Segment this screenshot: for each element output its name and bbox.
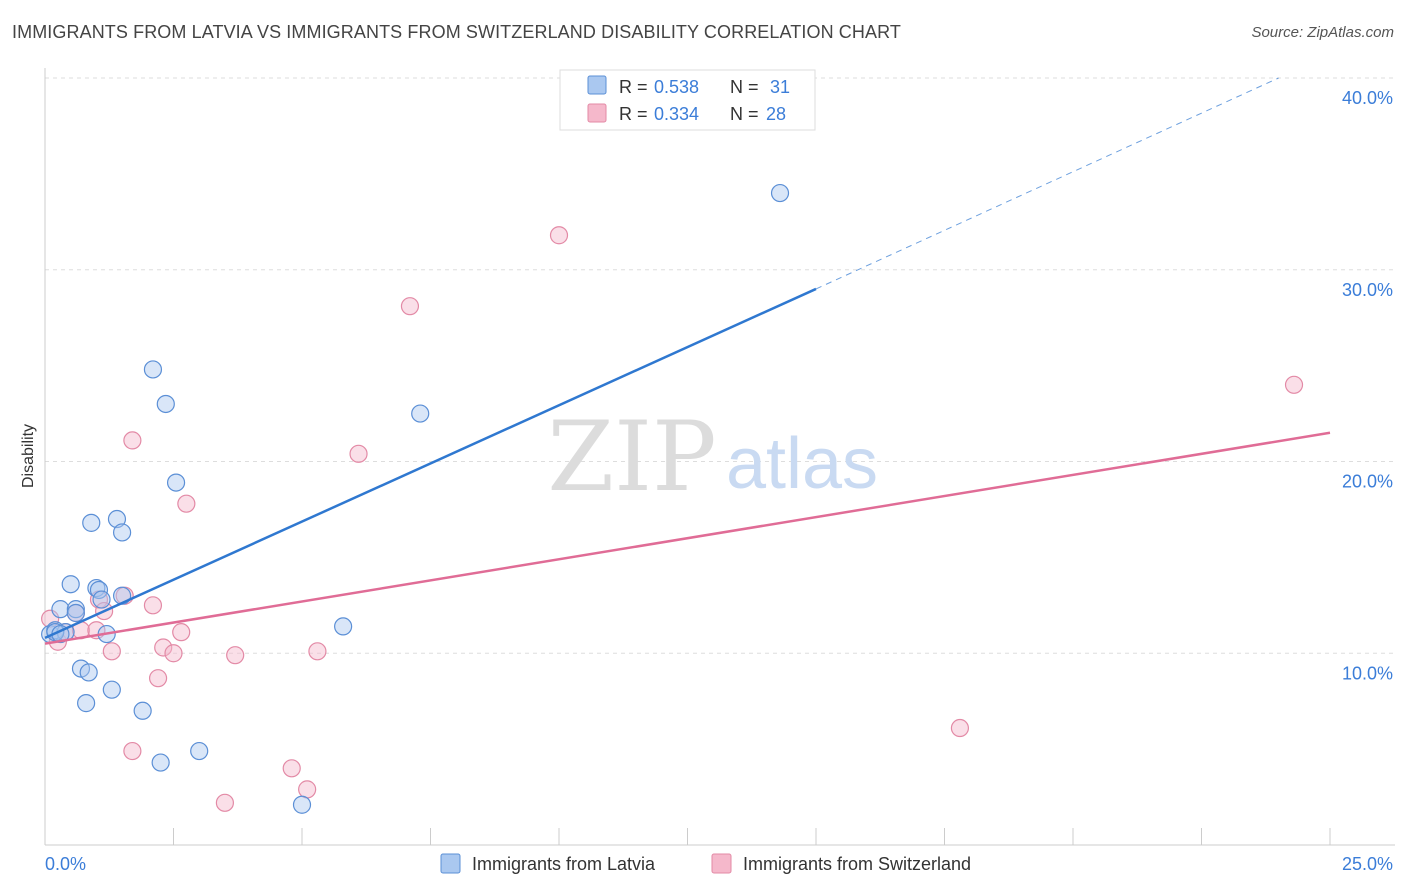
legend-r-label: R = bbox=[619, 104, 648, 124]
trend-line-latvia bbox=[44, 287, 817, 640]
series-switzerland-points bbox=[41, 226, 1304, 812]
latvia-point bbox=[190, 741, 209, 761]
latvia-point bbox=[411, 404, 430, 423]
x-tick-labels: 0.0% 25.0% bbox=[45, 854, 1393, 874]
trend-line-switzerland bbox=[44, 431, 1331, 645]
switzerland-point bbox=[172, 623, 191, 642]
switzerland-point bbox=[177, 494, 196, 513]
legend-swatch-latvia bbox=[440, 853, 461, 874]
switzerland-point bbox=[215, 793, 234, 812]
legend-n-value: 28 bbox=[766, 104, 786, 124]
latvia-point bbox=[79, 663, 98, 682]
series-latvia-points bbox=[41, 183, 790, 814]
axes bbox=[44, 68, 1395, 846]
legend-swatch-switzerland bbox=[587, 103, 607, 123]
switzerland-point bbox=[400, 297, 420, 316]
latvia-point bbox=[92, 590, 111, 609]
trend-line-latvia-extension bbox=[815, 77, 1279, 290]
switzerland-point bbox=[123, 431, 142, 450]
latvia-point bbox=[87, 578, 106, 598]
legend-label-latvia: Immigrants from Latvia bbox=[472, 854, 656, 874]
legend-label-switzerland: Immigrants from Switzerland bbox=[743, 854, 971, 874]
legend-n-label: N = bbox=[730, 77, 759, 97]
switzerland-point bbox=[164, 644, 183, 663]
switzerland-point bbox=[143, 596, 163, 615]
switzerland-point bbox=[282, 759, 301, 778]
grid-lines bbox=[45, 77, 1395, 654]
latvia-point bbox=[166, 473, 186, 492]
latvia-point bbox=[107, 509, 127, 529]
latvia-point bbox=[770, 183, 790, 203]
switzerland-point bbox=[102, 642, 121, 661]
legend-r-label: R = bbox=[619, 77, 648, 97]
y-tick-label: 20.0% bbox=[1342, 472, 1393, 492]
latvia-point bbox=[51, 600, 70, 619]
switzerland-point bbox=[298, 780, 317, 799]
latvia-point bbox=[66, 603, 85, 623]
series-legend: Immigrants from Latvia Immigrants from S… bbox=[440, 853, 971, 874]
trend-lines bbox=[44, 77, 1331, 645]
switzerland-point bbox=[148, 669, 168, 688]
y-tick-labels: 10.0% 20.0% 30.0% 40.0% bbox=[1342, 88, 1393, 683]
legend-swatch-switzerland bbox=[711, 853, 732, 874]
latvia-point bbox=[156, 394, 175, 414]
latvia-point bbox=[292, 795, 312, 814]
legend-r-value: 0.538 bbox=[654, 77, 699, 97]
latvia-point bbox=[133, 701, 152, 720]
latvia-point bbox=[77, 694, 96, 713]
latvia-point bbox=[143, 360, 163, 379]
switzerland-point bbox=[308, 642, 327, 661]
switzerland-point bbox=[1284, 375, 1304, 394]
latvia-point bbox=[151, 753, 170, 772]
legend-swatch-latvia bbox=[587, 75, 607, 95]
switzerland-point bbox=[154, 638, 173, 657]
y-tick-label: 40.0% bbox=[1342, 88, 1393, 108]
switzerland-point bbox=[123, 741, 142, 761]
source-label: Source: ZipAtlas.com bbox=[1251, 24, 1394, 41]
watermark-atlas: atlas bbox=[726, 424, 878, 504]
y-tick-label: 10.0% bbox=[1342, 663, 1393, 683]
latvia-point bbox=[102, 680, 121, 699]
latvia-point bbox=[66, 600, 85, 619]
y-tick-label: 30.0% bbox=[1342, 280, 1393, 300]
switzerland-point bbox=[549, 226, 569, 245]
y-axis-label: Disability bbox=[20, 424, 37, 488]
x-tick-label: 25.0% bbox=[1342, 854, 1393, 874]
switzerland-point bbox=[226, 646, 245, 665]
correlation-legend: R = 0.538 N = 31 R = 0.334 N = 28 bbox=[559, 69, 816, 131]
watermark-zip: ZIP bbox=[547, 401, 716, 513]
latvia-point bbox=[112, 523, 132, 542]
switzerland-point bbox=[950, 718, 970, 738]
x-tick-label: 0.0% bbox=[45, 854, 86, 874]
switzerland-point bbox=[349, 444, 368, 463]
legend-r-value: 0.334 bbox=[654, 104, 699, 124]
legend-n-label: N = bbox=[730, 104, 759, 124]
legend-n-value: 31 bbox=[770, 77, 790, 97]
latvia-point bbox=[61, 575, 80, 594]
chart-title: IMMIGRANTS FROM LATVIA VS IMMIGRANTS FRO… bbox=[12, 22, 901, 42]
latvia-point bbox=[82, 513, 101, 532]
latvia-point bbox=[334, 617, 353, 636]
